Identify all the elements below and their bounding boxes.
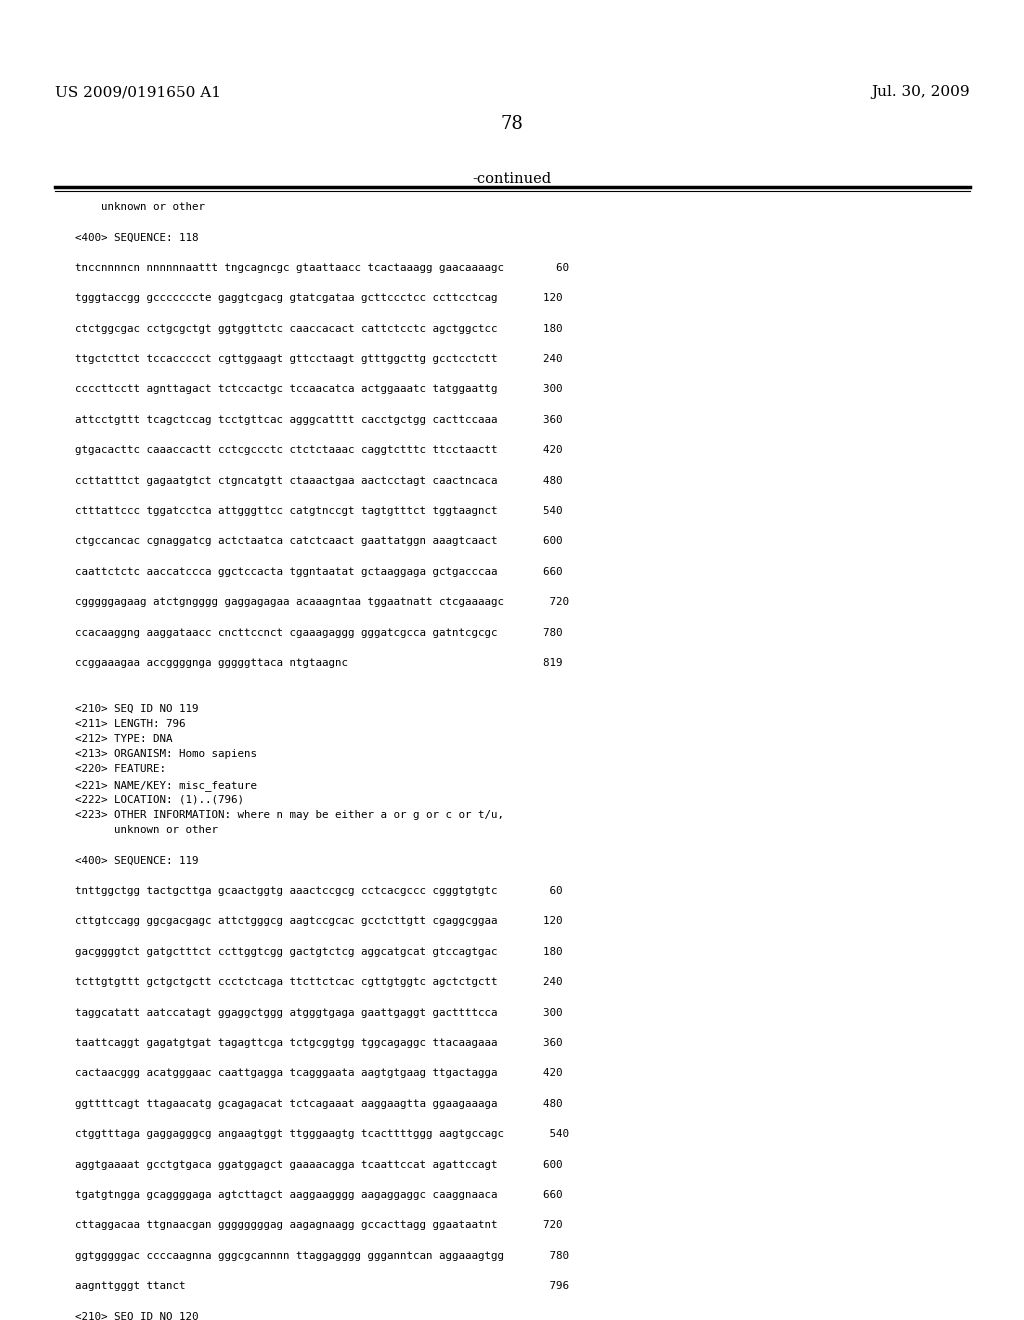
Text: <213> ORGANISM: Homo sapiens: <213> ORGANISM: Homo sapiens bbox=[75, 750, 257, 759]
Text: cttaggacaa ttgnaacgan ggggggggag aagagnaagg gccacttagg ggaataatnt       720: cttaggacaa ttgnaacgan ggggggggag aagagna… bbox=[75, 1221, 562, 1230]
Text: <220> FEATURE:: <220> FEATURE: bbox=[75, 764, 166, 775]
Text: <400> SEQUENCE: 119: <400> SEQUENCE: 119 bbox=[75, 855, 199, 866]
Text: ctgccancac cgnaggatcg actctaatca catctcaact gaattatggn aaagtcaact       600: ctgccancac cgnaggatcg actctaatca catctca… bbox=[75, 536, 562, 546]
Text: caattctctc aaccatccca ggctccacta tggntaatat gctaaggaga gctgacccaa       660: caattctctc aaccatccca ggctccacta tggntaa… bbox=[75, 566, 562, 577]
Text: <211> LENGTH: 796: <211> LENGTH: 796 bbox=[75, 719, 185, 729]
Text: unknown or other: unknown or other bbox=[75, 825, 218, 836]
Text: tnccnnnncn nnnnnnaattt tngcagncgc gtaattaacc tcactaaagg gaacaaaagc        60: tnccnnnncn nnnnnnaattt tngcagncgc gtaatt… bbox=[75, 263, 569, 273]
Text: tgatgtngga gcaggggaga agtcttagct aaggaagggg aagaggaggc caaggnaaca       660: tgatgtngga gcaggggaga agtcttagct aaggaag… bbox=[75, 1191, 562, 1200]
Text: gtgacacttc caaaccactt cctcgccctc ctctctaaac caggtctttc ttcctaactt       420: gtgacacttc caaaccactt cctcgccctc ctctcta… bbox=[75, 445, 562, 455]
Text: ctctggcgac cctgcgctgt ggtggttctc caaccacact cattctcctc agctggctcc       180: ctctggcgac cctgcgctgt ggtggttctc caaccac… bbox=[75, 323, 562, 334]
Text: ggttttcagt ttagaacatg gcagagacat tctcagaaat aaggaagtta ggaagaaaga       480: ggttttcagt ttagaacatg gcagagacat tctcaga… bbox=[75, 1098, 562, 1109]
Text: unknown or other: unknown or other bbox=[75, 202, 205, 213]
Text: ccccttcctt agnttagact tctccactgc tccaacatca actggaaatc tatggaattg       300: ccccttcctt agnttagact tctccactgc tccaaca… bbox=[75, 384, 562, 395]
Text: <210> SEQ ID NO 120: <210> SEQ ID NO 120 bbox=[75, 1312, 199, 1320]
Text: tgggtaccgg gcccccccte gaggtcgacg gtatcgataa gcttccctcc ccttcctcag       120: tgggtaccgg gcccccccte gaggtcgacg gtatcga… bbox=[75, 293, 562, 304]
Text: <400> SEQUENCE: 118: <400> SEQUENCE: 118 bbox=[75, 232, 199, 243]
Text: US 2009/0191650 A1: US 2009/0191650 A1 bbox=[55, 84, 221, 99]
Text: cactaacggg acatgggaac caattgagga tcagggaata aagtgtgaag ttgactagga       420: cactaacggg acatgggaac caattgagga tcaggga… bbox=[75, 1068, 562, 1078]
Text: taggcatatt aatccatagt ggaggctggg atgggtgaga gaattgaggt gacttttcca       300: taggcatatt aatccatagt ggaggctggg atgggtg… bbox=[75, 1007, 562, 1018]
Text: 78: 78 bbox=[501, 115, 523, 133]
Text: ctggtttaga gaggagggcg angaagtggt ttgggaagtg tcacttttggg aagtgccagc       540: ctggtttaga gaggagggcg angaagtggt ttgggaa… bbox=[75, 1129, 569, 1139]
Text: ccttatttct gagaatgtct ctgncatgtt ctaaactgaa aactcctagt caactncaca       480: ccttatttct gagaatgtct ctgncatgtt ctaaact… bbox=[75, 475, 562, 486]
Text: gacggggtct gatgctttct ccttggtcgg gactgtctcg aggcatgcat gtccagtgac       180: gacggggtct gatgctttct ccttggtcgg gactgtc… bbox=[75, 946, 562, 957]
Text: aagnttgggt ttanct                                                        796: aagnttgggt ttanct 796 bbox=[75, 1282, 569, 1291]
Text: tnttggctgg tactgcttga gcaactggtg aaactccgcg cctcacgccc cgggtgtgtc        60: tnttggctgg tactgcttga gcaactggtg aaactcc… bbox=[75, 886, 562, 896]
Text: <221> NAME/KEY: misc_feature: <221> NAME/KEY: misc_feature bbox=[75, 780, 257, 791]
Text: cgggggagaag atctgngggg gaggagagaa acaaagntaa tggaatnatt ctcgaaaagc       720: cgggggagaag atctgngggg gaggagagaa acaaag… bbox=[75, 597, 569, 607]
Text: <223> OTHER INFORMATION: where n may be either a or g or c or t/u,: <223> OTHER INFORMATION: where n may be … bbox=[75, 810, 504, 820]
Text: taattcaggt gagatgtgat tagagttcga tctgcggtgg tggcagaggc ttacaagaaa       360: taattcaggt gagatgtgat tagagttcga tctgcgg… bbox=[75, 1038, 562, 1048]
Text: ccacaaggng aaggataacc cncttccnct cgaaagaggg gggatcgcca gatntcgcgc       780: ccacaaggng aaggataacc cncttccnct cgaaaga… bbox=[75, 627, 562, 638]
Text: ctttattccc tggatcctca attgggttcc catgtnccgt tagtgtttct tggtaagnct       540: ctttattccc tggatcctca attgggttcc catgtnc… bbox=[75, 506, 562, 516]
Text: ggtgggggac ccccaagnna gggcgcannnn ttaggagggg ggganntcan aggaaagtgg       780: ggtgggggac ccccaagnna gggcgcannnn ttagga… bbox=[75, 1251, 569, 1261]
Text: -continued: -continued bbox=[472, 172, 552, 186]
Text: <210> SEQ ID NO 119: <210> SEQ ID NO 119 bbox=[75, 704, 199, 714]
Text: tcttgtgttt gctgctgctt ccctctcaga ttcttctcac cgttgtggtc agctctgctt       240: tcttgtgttt gctgctgctt ccctctcaga ttcttct… bbox=[75, 977, 562, 987]
Text: ccggaaagaa accggggnga gggggttaca ntgtaagnc                              819: ccggaaagaa accggggnga gggggttaca ntgtaag… bbox=[75, 657, 562, 668]
Text: Jul. 30, 2009: Jul. 30, 2009 bbox=[871, 84, 970, 99]
Text: cttgtccagg ggcgacgagc attctgggcg aagtccgcac gcctcttgtt cgaggcggaa       120: cttgtccagg ggcgacgagc attctgggcg aagtccg… bbox=[75, 916, 562, 927]
Text: attcctgttt tcagctccag tcctgttcac agggcatttt cacctgctgg cacttccaaa       360: attcctgttt tcagctccag tcctgttcac agggcat… bbox=[75, 414, 562, 425]
Text: <222> LOCATION: (1)..(796): <222> LOCATION: (1)..(796) bbox=[75, 795, 244, 805]
Text: ttgctcttct tccaccccct cgttggaagt gttcctaagt gtttggcttg gcctcctctt       240: ttgctcttct tccaccccct cgttggaagt gttccta… bbox=[75, 354, 562, 364]
Text: <212> TYPE: DNA: <212> TYPE: DNA bbox=[75, 734, 172, 744]
Text: aggtgaaaat gcctgtgaca ggatggagct gaaaacagga tcaattccat agattccagt       600: aggtgaaaat gcctgtgaca ggatggagct gaaaaca… bbox=[75, 1159, 562, 1170]
